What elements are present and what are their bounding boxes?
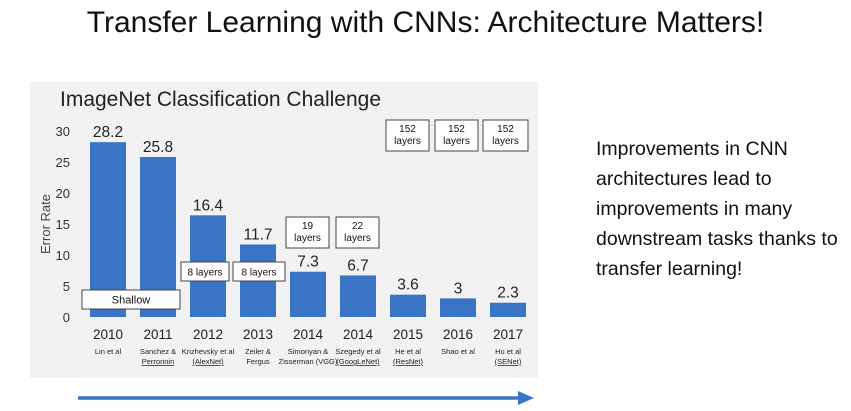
author-label: Hu et al (SENet) — [495, 347, 522, 366]
annotation-label: 19 layers — [294, 221, 321, 244]
annotation-label: Shallow — [112, 295, 151, 307]
annotation-label: 8 layers — [241, 268, 276, 279]
value-label: 7.3 — [297, 254, 319, 271]
annotation-box — [285, 216, 330, 249]
annotation-box — [482, 119, 529, 152]
value-label: 11.7 — [243, 226, 272, 243]
progress-arrow — [78, 391, 534, 405]
author-label: Lin et al — [95, 347, 122, 356]
annotation-box — [385, 119, 430, 152]
bar — [440, 298, 476, 317]
annotation-label: 152 layers — [394, 124, 421, 147]
value-label: 16.4 — [193, 197, 224, 214]
value-label: 3 — [454, 280, 463, 297]
annotation-label: 152 layers — [443, 124, 470, 147]
chart-title: ImageNet Classification Challenge — [60, 88, 381, 111]
value-label: 6.7 — [347, 257, 369, 274]
annotation-box — [434, 119, 479, 152]
bar — [390, 294, 426, 317]
x-tick-label: 2011 — [143, 327, 172, 342]
y-tick-label: 20 — [56, 186, 70, 201]
y-tick-label: 15 — [56, 217, 70, 232]
x-tick-label: 2017 — [493, 327, 523, 342]
y-axis-label: Error Rate — [38, 194, 53, 254]
author-label: Sanchez & Perronnin — [140, 347, 176, 366]
annotation-label: 152 layers — [492, 124, 519, 147]
y-tick-label: 25 — [56, 155, 70, 170]
x-tick-label: 2013 — [243, 327, 273, 342]
bar — [90, 142, 126, 317]
side-text: Improvements in CNN architectures lead t… — [596, 138, 838, 280]
author-label: Shao et al — [441, 347, 475, 356]
x-tick-label: 2014 — [293, 327, 324, 342]
value-label: 28.2 — [93, 124, 123, 141]
author-label: Krizhevsky et al (AlexNet) — [182, 347, 235, 366]
value-label: 25.8 — [143, 139, 173, 156]
y-tick-label: 0 — [63, 310, 70, 325]
author-label: Szegedy et al (GoogLeNet) — [335, 347, 381, 366]
bar — [490, 302, 526, 317]
x-tick-label: 2015 — [393, 327, 423, 342]
annotation-label: 22 layers — [344, 221, 371, 244]
x-tick-label: 2016 — [443, 327, 473, 342]
annotation-box — [335, 216, 380, 249]
x-tick-label: 2010 — [93, 327, 123, 342]
annotation-label: 8 layers — [187, 268, 222, 279]
bar — [290, 271, 326, 317]
y-tick-label: 30 — [56, 124, 70, 139]
x-tick-label: 2012 — [193, 327, 223, 342]
y-tick-label: 5 — [63, 279, 70, 294]
value-label: 3.6 — [397, 277, 419, 294]
author-label: He et al (ResNet) — [393, 347, 424, 366]
y-tick-label: 10 — [56, 248, 70, 263]
annotation-box — [81, 289, 181, 310]
x-tick-label: 2014 — [343, 327, 374, 342]
author-label: Simonyan & Zisserman (VGG) — [279, 347, 338, 366]
annotation-box — [232, 261, 286, 282]
bar — [340, 275, 376, 317]
annotation-box — [180, 261, 230, 282]
value-label: 2.3 — [497, 285, 519, 302]
slide-title: Transfer Learning with CNNs: Architectur… — [86, 6, 765, 39]
author-label: Zeiler & Fergus — [245, 347, 271, 366]
